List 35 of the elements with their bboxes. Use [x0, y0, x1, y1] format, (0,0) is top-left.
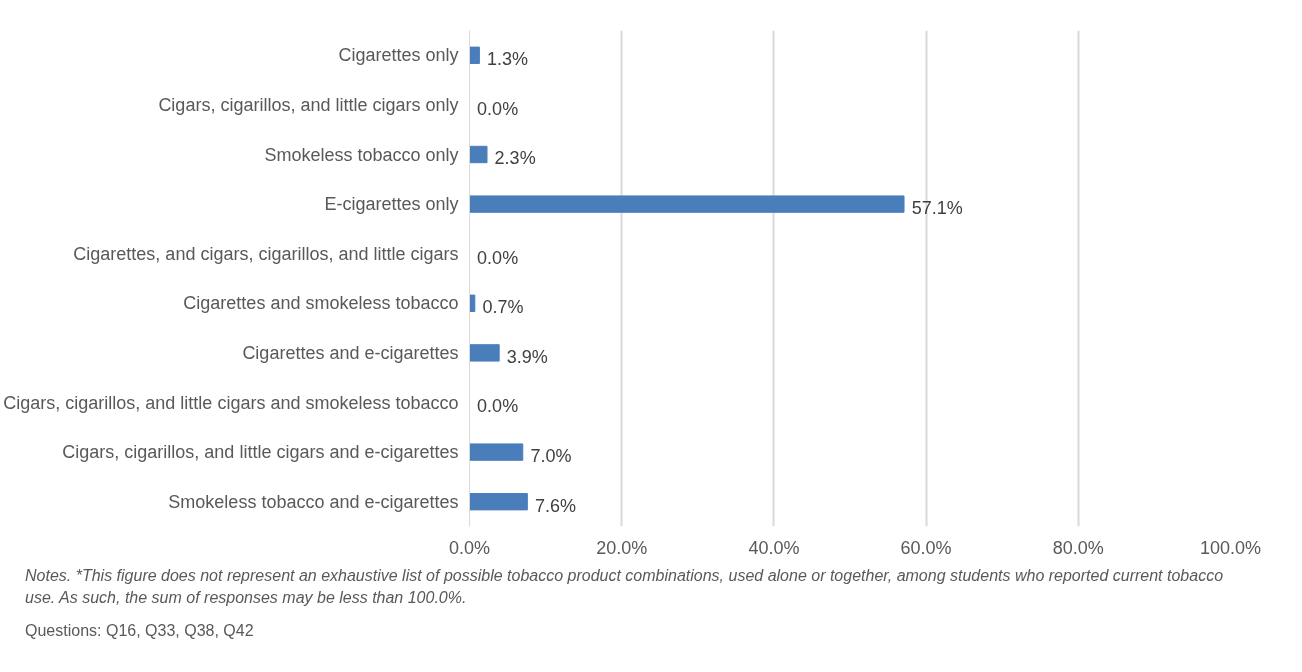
y-tick-label: Cigarettes and smokeless tobacco: [183, 293, 459, 314]
y-tick-label: Cigars, cigarillos, and little cigars and smokeless tobacco: [3, 392, 459, 413]
y-tick-label: Cigarettes, and cigars, cigarillos, and little cigars: [73, 243, 459, 264]
bar: [469, 493, 528, 511]
x-tick-label: 0.0%: [448, 537, 491, 558]
x-tick-label: 60.0%: [900, 537, 952, 558]
y-tick-label: Cigarettes and e-cigarettes: [242, 342, 459, 363]
y-tick-label: E-cigarettes only: [324, 194, 459, 215]
data-label: 0.0%: [477, 98, 519, 119]
data-label: 2.3%: [494, 148, 536, 169]
text: Questions: Q16, Q33, Q38, Q42: [25, 620, 254, 641]
data-label: 7.0%: [530, 446, 572, 467]
data-label: 0.0%: [477, 396, 519, 417]
bar: [469, 195, 905, 213]
x-tick-label: 100.0%: [1199, 537, 1262, 558]
y-tick-label: Smokeless tobacco and e-cigarettes: [168, 491, 459, 512]
data-label: 57.1%: [911, 198, 963, 219]
data-label: 0.0%: [477, 247, 519, 268]
x-tick-label: 20.0%: [596, 537, 648, 558]
x-tick-label: 40.0%: [748, 537, 800, 558]
text: Notes. *This figure does not represent an exhaustive list of possible tobacco product combinations, used alone or together, among students who reported current tobacco use. As such, the sum of responses may be less than 100.0%.: [25, 566, 1225, 609]
data-label: 0.7%: [482, 297, 524, 318]
x-tick-label: 80.0%: [1052, 537, 1104, 558]
bar: [469, 145, 488, 164]
bar: [469, 294, 476, 312]
y-tick-label: Cigars, cigarillos, and little cigars and e-cigarettes: [62, 442, 459, 463]
data-label: 3.9%: [506, 346, 548, 367]
bar: [469, 46, 480, 64]
data-label: 1.3%: [487, 49, 529, 70]
y-tick-label: Cigarettes only: [338, 45, 459, 66]
y-tick-label: Smokeless tobacco only: [264, 144, 459, 165]
bar: [469, 344, 500, 362]
data-label: 7.6%: [534, 495, 576, 516]
bar: [469, 443, 524, 461]
y-tick-label: Cigars, cigarillos, and little cigars only: [158, 94, 459, 115]
